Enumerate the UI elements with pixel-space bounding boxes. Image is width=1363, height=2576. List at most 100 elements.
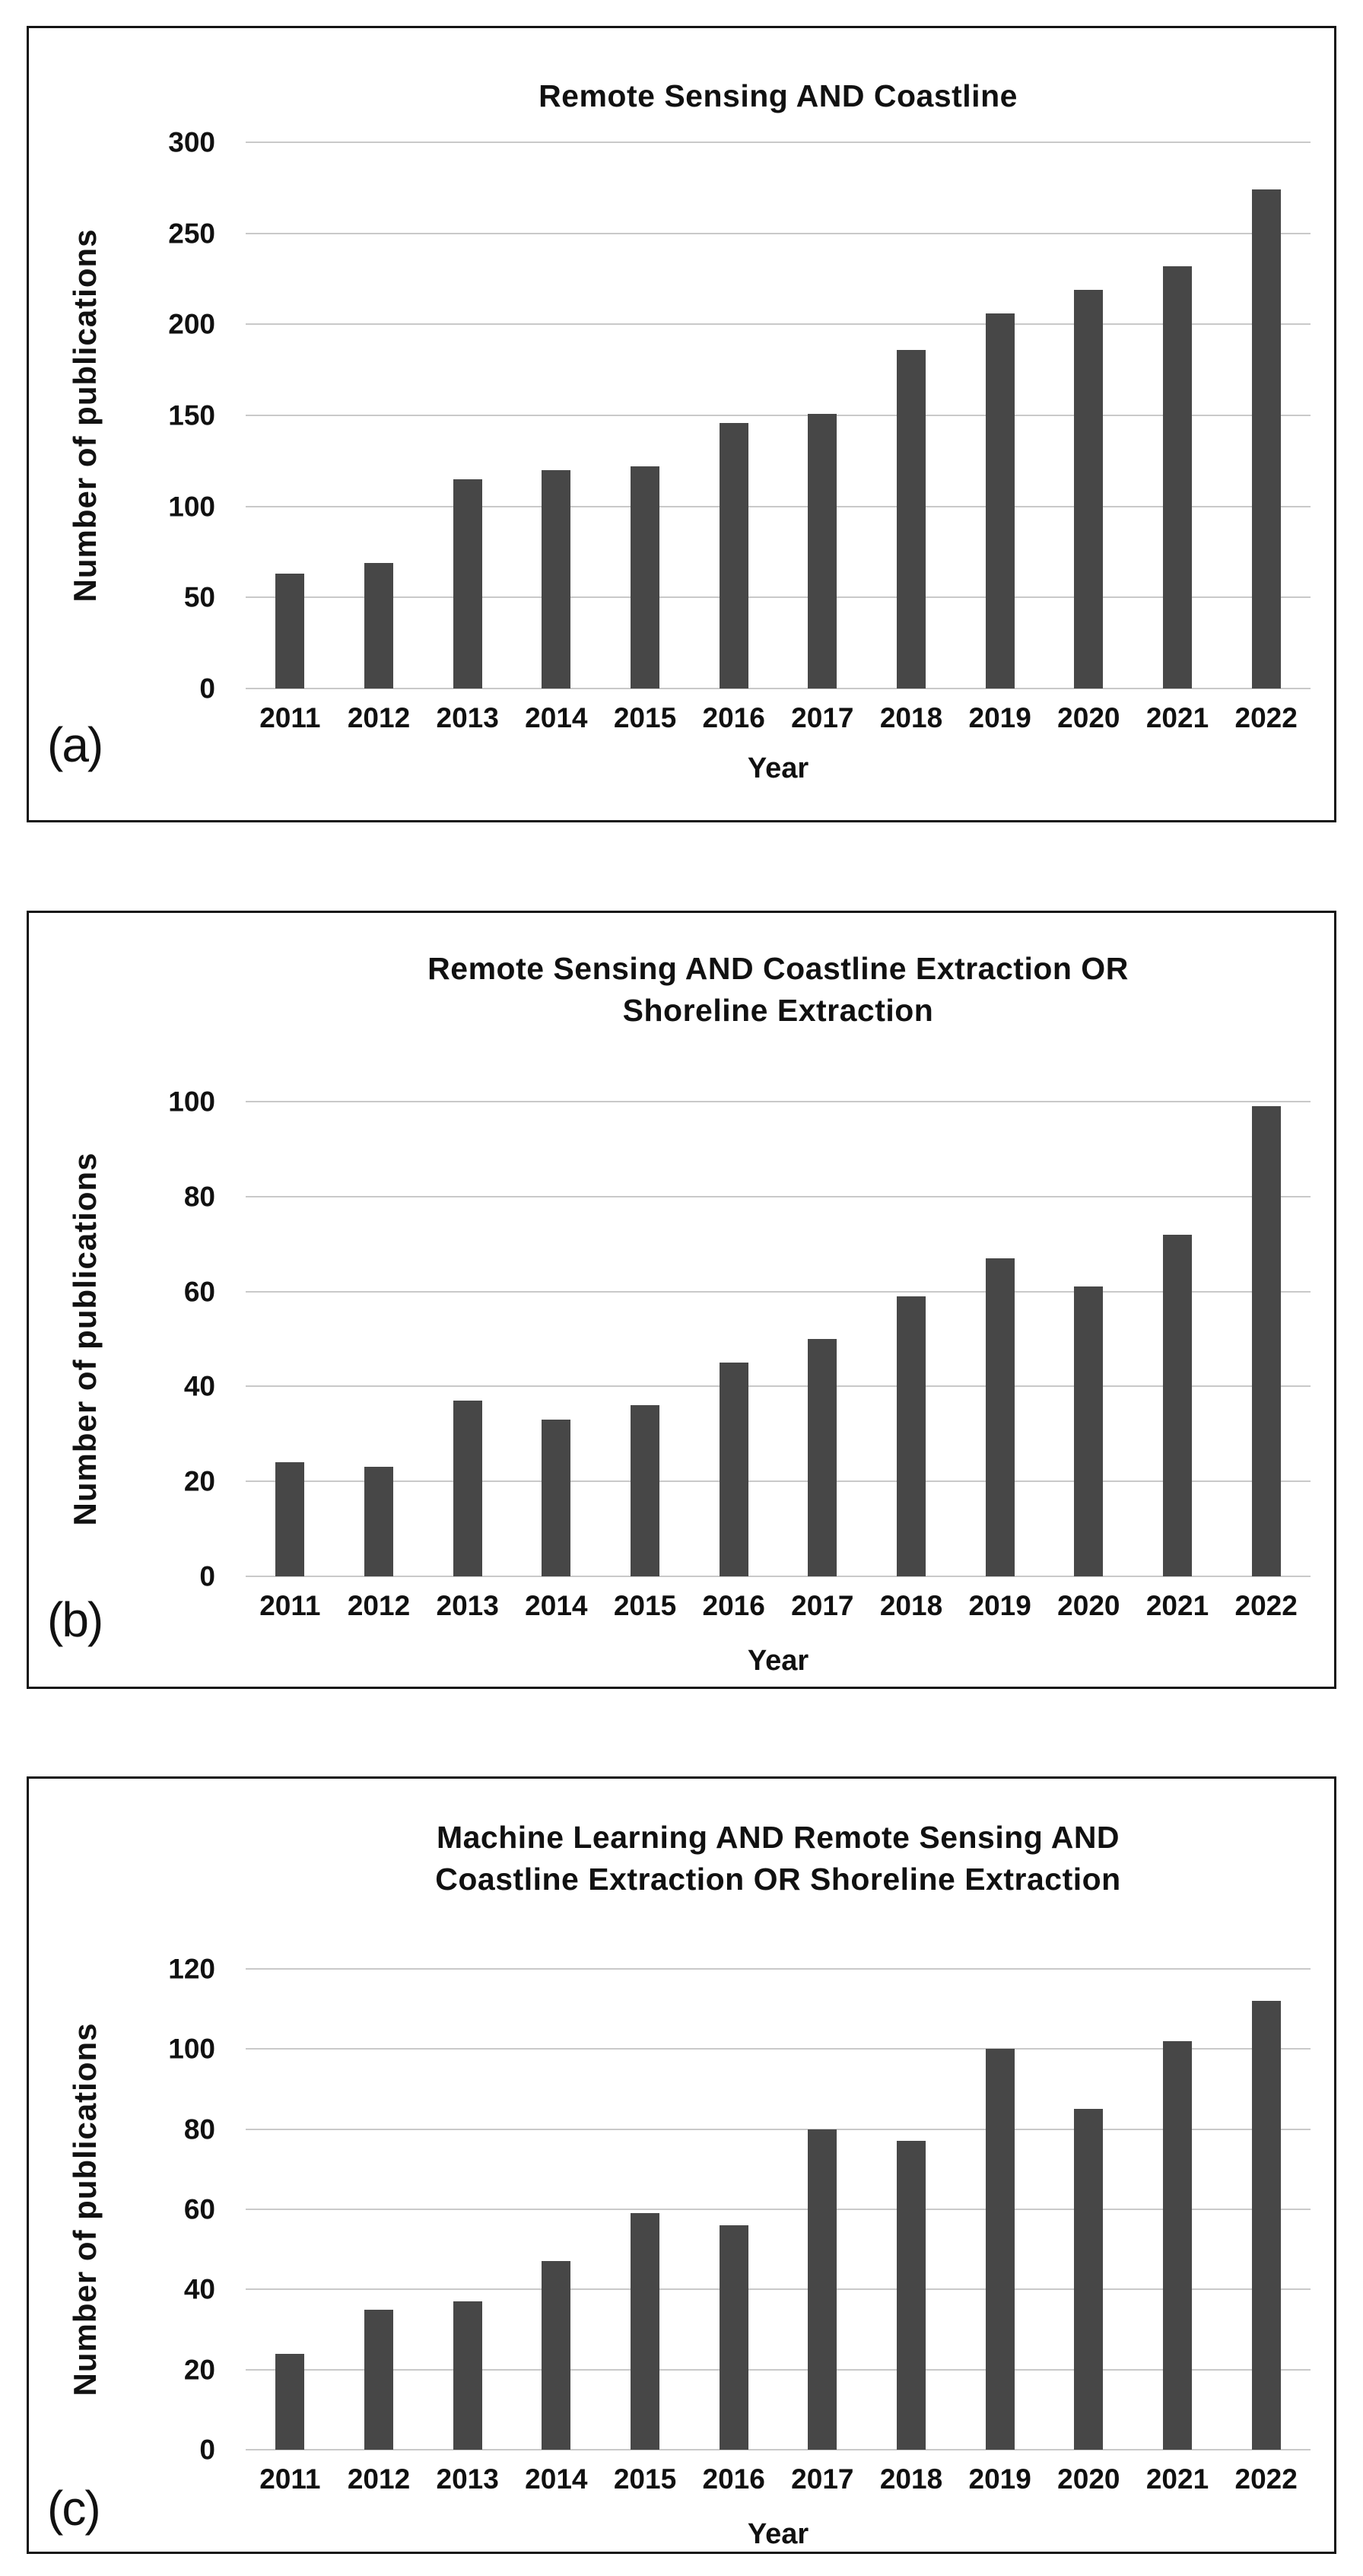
y-tick-label: 80 bbox=[183, 2113, 215, 2145]
y-tick-label: 250 bbox=[168, 218, 215, 250]
x-tick-label: 2020 bbox=[1057, 1590, 1120, 1621]
y-tick-label: 0 bbox=[199, 673, 215, 704]
x-tick-label: 2021 bbox=[1145, 702, 1209, 733]
gridline bbox=[246, 2128, 1311, 2130]
gridline bbox=[246, 1968, 1311, 1970]
bar-2017 bbox=[808, 413, 837, 689]
bar-2014 bbox=[542, 1420, 571, 1576]
panel-c: Machine Learning AND Remote Sensing AND … bbox=[27, 1776, 1336, 2554]
panel-letter: (c) bbox=[47, 2481, 101, 2536]
x-tick-label: 2011 bbox=[259, 1590, 321, 1621]
gridline bbox=[246, 232, 1311, 234]
gridline bbox=[246, 1101, 1311, 1102]
bar-2020 bbox=[1074, 289, 1104, 689]
y-tick-label: 0 bbox=[199, 1560, 215, 1592]
bar-2018 bbox=[897, 1296, 926, 1576]
bar-2015 bbox=[631, 2213, 659, 2450]
bar-2020 bbox=[1074, 2109, 1104, 2450]
bar-2018 bbox=[897, 2141, 926, 2450]
gridline bbox=[246, 505, 1311, 507]
x-axis-label: Year bbox=[747, 1645, 809, 1677]
x-tick-label: 2015 bbox=[613, 1590, 677, 1621]
x-tick-label: 2012 bbox=[347, 2463, 411, 2495]
plot-area: 0 20 40 60 80 100 2011 2012 2013 2014 2015 2016 2017… bbox=[168, 1088, 1311, 1620]
y-tick-label: 120 bbox=[168, 1953, 215, 1985]
x-tick-label: 2011 bbox=[259, 2463, 321, 2495]
bar-2019 bbox=[985, 2049, 1015, 2450]
bar-2022 bbox=[1251, 2001, 1281, 2450]
bar-2016 bbox=[719, 422, 748, 689]
bar-2014 bbox=[542, 469, 571, 689]
y-tick-label: 20 bbox=[183, 1465, 215, 1497]
x-tick-label: 2020 bbox=[1057, 2463, 1120, 2495]
panel-letter: (b) bbox=[47, 1592, 103, 1647]
bar-2017 bbox=[808, 2129, 837, 2450]
bar-2019 bbox=[985, 1258, 1015, 1576]
x-tick-label: 2017 bbox=[791, 1590, 854, 1621]
x-tick-label: 2021 bbox=[1145, 2463, 1209, 2495]
x-tick-label: 2018 bbox=[879, 702, 943, 733]
y-tick-label: 50 bbox=[183, 581, 215, 613]
bar-2016 bbox=[719, 1363, 748, 1576]
x-tick-label: 2017 bbox=[791, 2463, 854, 2495]
bar-2011 bbox=[275, 574, 305, 689]
x-tick-label: 2016 bbox=[702, 702, 765, 733]
y-tick-label: 100 bbox=[168, 1086, 215, 1118]
panel-letter: (a) bbox=[47, 717, 103, 772]
y-tick-label: 100 bbox=[168, 2033, 215, 2065]
gridline bbox=[246, 323, 1311, 326]
y-axis-label: Number of publications bbox=[67, 1152, 103, 1526]
bar-2015 bbox=[631, 1405, 659, 1576]
gridline bbox=[246, 2449, 1311, 2450]
bar-2017 bbox=[808, 1339, 837, 1576]
gridline bbox=[246, 142, 1311, 143]
chart-title: Remote Sensing AND Coastline bbox=[539, 78, 1018, 113]
x-tick-label: 2016 bbox=[702, 2463, 765, 2495]
gridline bbox=[246, 2048, 1311, 2050]
y-tick-label: 80 bbox=[183, 1181, 215, 1213]
x-tick-label: 2018 bbox=[879, 1590, 943, 1621]
y-tick-label: 20 bbox=[183, 2354, 215, 2386]
bar-2013 bbox=[453, 1401, 482, 1576]
x-tick-label: 2014 bbox=[525, 1590, 588, 1621]
x-tick-label: 2022 bbox=[1234, 702, 1298, 733]
bar-2012 bbox=[364, 2309, 393, 2450]
x-axis-label: Year bbox=[747, 2518, 809, 2550]
bar-2021 bbox=[1163, 1234, 1192, 1576]
bar-2012 bbox=[364, 562, 393, 689]
bar-2021 bbox=[1163, 266, 1192, 689]
x-tick-label: 2013 bbox=[436, 702, 499, 733]
x-tick-label: 2022 bbox=[1234, 1590, 1298, 1621]
y-tick-label: 60 bbox=[183, 1276, 215, 1308]
y-tick-label: 60 bbox=[183, 2193, 215, 2225]
gridline bbox=[246, 596, 1311, 599]
x-tick-label: 2015 bbox=[613, 2463, 677, 2495]
x-tick-label: 2021 bbox=[1145, 1590, 1209, 1621]
x-tick-label: 2013 bbox=[436, 1590, 499, 1621]
bar-2016 bbox=[719, 2225, 748, 2450]
gridline bbox=[246, 415, 1311, 416]
gridline bbox=[246, 2209, 1311, 2210]
y-tick-label: 150 bbox=[168, 399, 215, 431]
bar-2012 bbox=[364, 1467, 393, 1576]
bar-2019 bbox=[985, 313, 1015, 689]
chart-title: Machine Learning AND Remote Sensing AND … bbox=[435, 1820, 1121, 1897]
chart-title: Remote Sensing AND Coastline Extraction … bbox=[427, 951, 1129, 1028]
bar-2013 bbox=[453, 479, 482, 689]
x-tick-label: 2016 bbox=[702, 1590, 765, 1621]
bar-2022 bbox=[1251, 189, 1281, 689]
bar-2021 bbox=[1163, 2040, 1192, 2450]
bar-2013 bbox=[453, 2301, 482, 2450]
y-axis-label: Number of publications bbox=[67, 2022, 103, 2396]
plot-area: 0 20 40 60 80 100 120 2011 2012 2013 2014 2015 2016 2… bbox=[168, 1955, 1311, 2493]
y-tick-label: 40 bbox=[183, 2273, 215, 2305]
gridline bbox=[246, 1385, 1311, 1388]
y-tick-label: 200 bbox=[168, 308, 215, 340]
gridline bbox=[246, 1290, 1311, 1293]
x-axis-label: Year bbox=[747, 752, 809, 784]
x-tick-label: 2019 bbox=[968, 2463, 1031, 2495]
x-tick-label: 2014 bbox=[525, 702, 588, 733]
x-tick-label: 2014 bbox=[525, 2463, 588, 2495]
x-tick-label: 2018 bbox=[879, 2463, 943, 2495]
x-tick-label: 2012 bbox=[347, 702, 411, 733]
